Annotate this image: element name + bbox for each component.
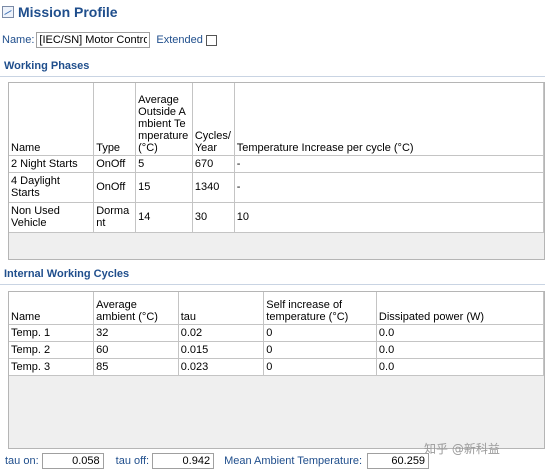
summary-row: tau on: tau off: Mean Ambient Temperatur… (0, 451, 545, 471)
column-header[interactable]: Self increase of temperature (°C) (263, 292, 377, 325)
cell-type[interactable]: Dormant (93, 202, 137, 233)
watermark: 知乎 @新科益 (424, 442, 500, 456)
cell-cycles[interactable]: 30 (192, 202, 235, 233)
table-row[interactable]: 4 Daylight Starts OnOff 15 1340 - (9, 172, 544, 203)
cell-self-increase[interactable]: 0 (263, 358, 377, 376)
cell-tau[interactable]: 0.015 (178, 341, 265, 359)
internal-cycles-title: Internal Working Cycles (4, 268, 130, 280)
internal-cycles-table: Name Average ambient (°C) tau Self incre… (9, 292, 544, 376)
column-header[interactable]: Temperature Increase per cycle (°C) (234, 83, 544, 156)
cell-avg-temp[interactable]: 14 (135, 202, 193, 233)
working-phases-table-frame: Name Type Average Outside Ambient Temper… (8, 82, 545, 260)
column-header[interactable]: Cycles/Year (192, 83, 235, 156)
cell-name[interactable]: Temp. 2 (9, 341, 95, 359)
cell-type[interactable]: OnOff (93, 155, 137, 173)
column-header[interactable]: Name (9, 292, 95, 325)
cell-name[interactable]: Temp. 1 (9, 324, 95, 342)
title-bar: Mission Profile (0, 0, 545, 24)
cell-avg-temp[interactable]: 15 (135, 172, 193, 203)
table-row[interactable]: Non Used Vehicle Dormant 14 30 10 (9, 202, 544, 233)
cell-tau[interactable]: 0.02 (178, 324, 265, 342)
table-row[interactable]: Temp. 1 32 0.02 0 0.0 (9, 324, 544, 342)
internal-cycles-table-frame: Name Average ambient (°C) tau Self incre… (8, 291, 545, 449)
cell-avg-ambient[interactable]: 85 (93, 358, 179, 376)
cell-cycles[interactable]: 1340 (192, 172, 235, 203)
tau-on-label: tau on: (5, 455, 39, 467)
cell-avg-ambient[interactable]: 60 (93, 341, 179, 359)
cell-name[interactable]: Temp. 3 (9, 358, 95, 376)
tau-off-field[interactable] (152, 453, 215, 469)
column-header[interactable]: Type (93, 83, 137, 156)
tau-off-label: tau off: (115, 455, 150, 467)
column-header[interactable]: tau (178, 292, 265, 325)
cell-power[interactable]: 0.0 (376, 341, 544, 359)
tau-on-field[interactable] (41, 453, 104, 469)
section-divider (0, 284, 545, 285)
cell-avg-ambient[interactable]: 32 (93, 324, 179, 342)
cell-self-increase[interactable]: 0 (263, 341, 377, 359)
cell-name[interactable]: 4 Daylight Starts (9, 172, 95, 203)
extended-checkbox[interactable] (205, 34, 217, 46)
working-phases-table: Name Type Average Outside Ambient Temper… (9, 83, 544, 233)
cell-type[interactable]: OnOff (93, 172, 137, 203)
name-input[interactable] (36, 32, 151, 48)
cell-self-increase[interactable]: 0 (263, 324, 377, 342)
table-row[interactable]: Temp. 2 60 0.015 0 0.0 (9, 341, 544, 359)
mean-ambient-field[interactable] (367, 453, 430, 469)
table-header-row: Name Type Average Outside Ambient Temper… (9, 83, 544, 156)
name-label: Name: (2, 34, 35, 46)
column-header[interactable]: Average ambient (°C) (93, 292, 179, 325)
mission-profile-icon (2, 6, 14, 18)
column-header[interactable]: Average Outside Ambient Temperature (°C) (135, 83, 193, 156)
cell-cycles[interactable]: 670 (192, 155, 235, 173)
mean-ambient-label: Mean Ambient Temperature: (224, 455, 363, 467)
section-divider (0, 76, 545, 77)
cell-temp-increase[interactable]: 10 (234, 202, 544, 233)
cell-name[interactable]: 2 Night Starts (9, 155, 95, 173)
cell-name[interactable]: Non Used Vehicle (9, 202, 95, 233)
cell-power[interactable]: 0.0 (376, 358, 544, 376)
extended-label: Extended (156, 34, 203, 46)
cell-temp-increase[interactable]: - (234, 155, 544, 173)
cell-avg-temp[interactable]: 5 (135, 155, 193, 173)
column-header[interactable]: Name (9, 83, 95, 156)
table-header-row: Name Average ambient (°C) tau Self incre… (9, 292, 544, 325)
cell-power[interactable]: 0.0 (376, 324, 544, 342)
table-row[interactable]: 2 Night Starts OnOff 5 670 - (9, 155, 544, 173)
name-row: Name: Extended (0, 30, 545, 50)
cell-tau[interactable]: 0.023 (178, 358, 265, 376)
working-phases-title: Working Phases (4, 60, 90, 72)
cell-temp-increase[interactable]: - (234, 172, 544, 203)
table-row[interactable]: Temp. 3 85 0.023 0 0.0 (9, 358, 544, 376)
column-header[interactable]: Dissipated power (W) (376, 292, 544, 325)
page-title: Mission Profile (18, 4, 118, 20)
